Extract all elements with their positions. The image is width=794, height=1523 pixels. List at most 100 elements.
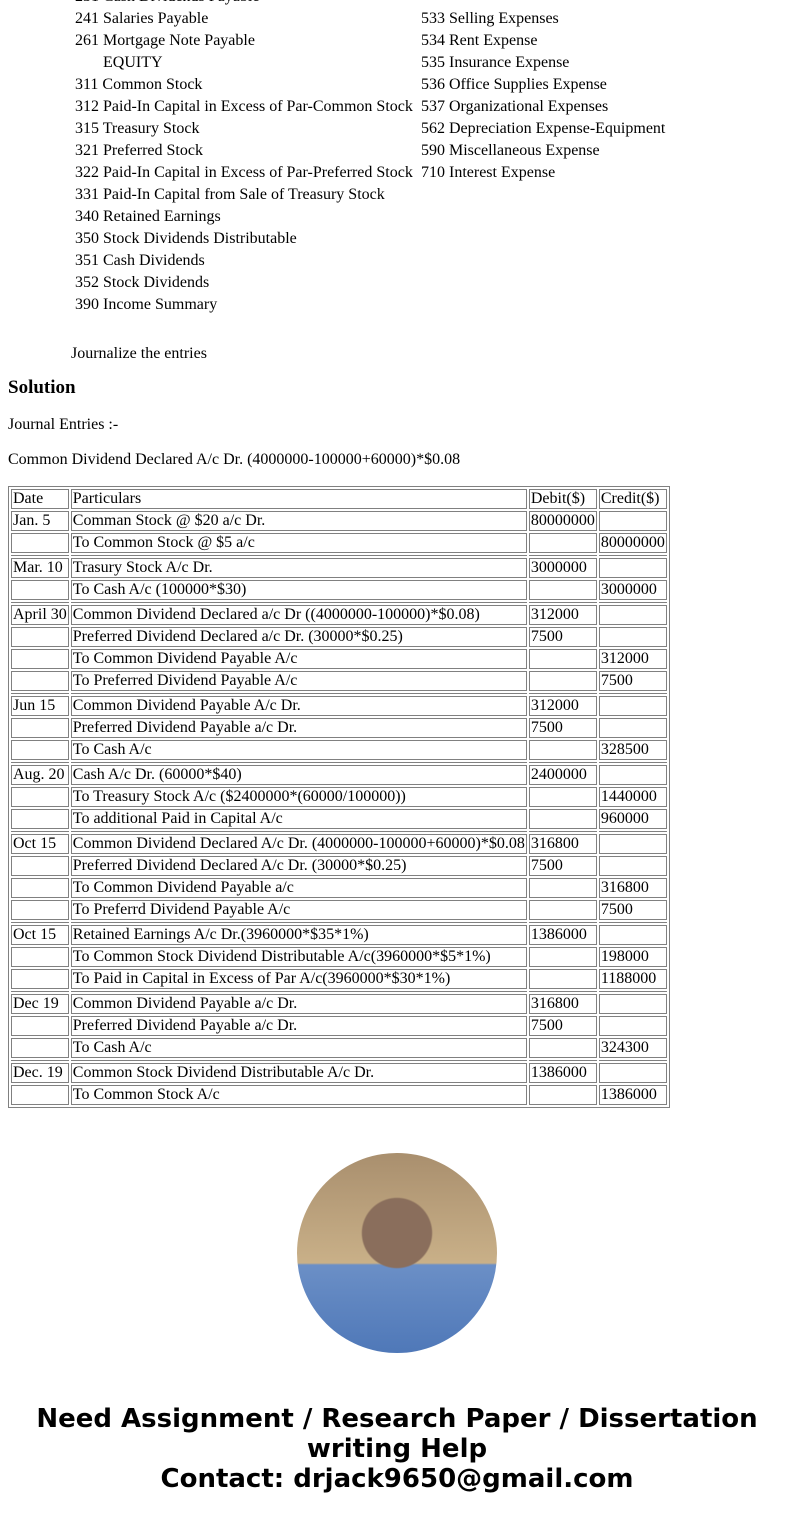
credit-cell <box>598 1016 667 1036</box>
account-item: 535 Insurance Expense <box>421 54 570 71</box>
credit-cell <box>598 718 667 738</box>
separator-cell <box>70 922 527 923</box>
group-separator <box>11 602 667 603</box>
particulars-cell: Preferred Dividend Declared a/c Dr. (300… <box>70 627 527 647</box>
separator-cell <box>598 602 667 603</box>
separator-cell <box>528 1060 597 1061</box>
credit-cell: 312000 <box>598 649 667 669</box>
account-item: 536 Office Supplies Expense <box>421 76 607 93</box>
separator-cell <box>598 693 667 694</box>
particulars-cell: Retained Earnings A/c Dr.(3960000*$35*1%… <box>70 925 527 945</box>
account-item: 350 Stock Dividends Distributable <box>75 230 297 247</box>
table-row: Oct 15 Retained Earnings A/c Dr.(3960000*… <box>11 925 667 945</box>
separator-cell <box>598 991 667 992</box>
account-item: 331 Paid-In Capital from Sale of Treasur… <box>75 186 385 203</box>
debit-cell: 2400000 <box>528 765 597 785</box>
separator-cell <box>528 693 597 694</box>
debit-cell: 316800 <box>528 994 597 1014</box>
debit-cell: 312000 <box>528 696 597 716</box>
date-cell: Dec 19 <box>11 994 69 1014</box>
debit-cell <box>528 649 597 669</box>
debit-cell <box>528 787 597 807</box>
date-cell <box>11 947 69 967</box>
particulars-cell: To Common Stock A/c <box>70 1085 527 1105</box>
separator-cell <box>598 555 667 556</box>
separator-cell <box>70 1060 527 1061</box>
table-row: To Common Stock Dividend Distributable A… <box>11 947 667 967</box>
separator-cell <box>528 831 597 832</box>
table-row: To Treasury Stock A/c ($2400000*(60000/1… <box>11 787 667 807</box>
particulars-cell: To Preferrd Dividend Payable A/c <box>70 900 527 920</box>
account-item: 537 Organizational Expenses <box>421 98 609 115</box>
date-cell: Oct 15 <box>11 834 69 854</box>
separator-cell <box>11 602 69 603</box>
separator-cell <box>528 555 597 556</box>
credit-cell: 960000 <box>598 809 667 829</box>
group-separator <box>11 693 667 694</box>
debit-cell <box>528 809 597 829</box>
date-cell <box>11 533 69 553</box>
date-cell <box>11 718 69 738</box>
table-row: To Cash A/c 324300 <box>11 1038 667 1058</box>
table-row: Oct 15 Common Dividend Declared A/c Dr. (… <box>11 834 667 854</box>
particulars-cell: To Paid in Capital in Excess of Par A/c(… <box>70 969 527 989</box>
accounts-left-column: 231 Cash Dividends Payable 241 Salaries P… <box>75 0 413 316</box>
credit-cell: 3000000 <box>598 580 667 600</box>
particulars-cell: To Common Stock @ $5 a/c <box>70 533 527 553</box>
credit-cell <box>598 696 667 716</box>
particulars-cell: Trasury Stock A/c Dr. <box>70 558 527 578</box>
table-row: To Paid in Capital in Excess of Par A/c(… <box>11 969 667 989</box>
account-item: 315 Treasury Stock <box>75 120 200 137</box>
date-cell <box>11 856 69 876</box>
separator-cell <box>528 922 597 923</box>
credit-cell: 1440000 <box>598 787 667 807</box>
particulars-cell: Preferred Dividend Declared A/c Dr. (300… <box>70 856 527 876</box>
date-cell: Oct 15 <box>11 925 69 945</box>
debit-cell: 80000000 <box>528 511 597 531</box>
calculation-line: Common Dividend Declared A/c Dr. (400000… <box>8 451 461 468</box>
date-cell <box>11 649 69 669</box>
particulars-cell: To Common Dividend Payable A/c <box>70 649 527 669</box>
separator-cell <box>70 693 527 694</box>
column-header: Debit($) <box>528 489 597 509</box>
date-cell <box>11 1016 69 1036</box>
account-item: 340 Retained Earnings <box>75 208 221 225</box>
credit-cell: 7500 <box>598 671 667 691</box>
debit-cell: 312000 <box>528 605 597 625</box>
particulars-cell: Preferred Dividend Payable a/c Dr. <box>70 718 527 738</box>
credit-cell: 7500 <box>598 900 667 920</box>
table-row: To Common Dividend Payable a/c 316800 <box>11 878 667 898</box>
particulars-cell: Common Dividend Declared a/c Dr ((400000… <box>70 605 527 625</box>
particulars-cell: To Preferred Dividend Payable A/c <box>70 671 527 691</box>
debit-cell <box>528 947 597 967</box>
credit-cell <box>598 627 667 647</box>
table-row: Preferred Dividend Payable a/c Dr. 7500 <box>11 718 667 738</box>
date-cell <box>11 809 69 829</box>
date-cell: Aug. 20 <box>11 765 69 785</box>
account-item: 533 Selling Expenses <box>421 10 559 27</box>
table-row: To Common Dividend Payable A/c 312000 <box>11 649 667 669</box>
separator-cell <box>11 693 69 694</box>
separator-cell <box>11 922 69 923</box>
account-item: 590 Miscellaneous Expense <box>421 142 600 159</box>
date-cell <box>11 1038 69 1058</box>
account-item: 231 Cash Dividends Payable <box>75 0 413 8</box>
table-row: Aug. 20 Cash A/c Dr. (60000*$40) 2400000 <box>11 765 667 785</box>
particulars-cell: To Common Stock Dividend Distributable A… <box>70 947 527 967</box>
instruction-text: Journalize the entries <box>71 345 207 362</box>
table-row: To additional Paid in Capital A/c 960000 <box>11 809 667 829</box>
account-item: 311 Common Stock <box>75 76 203 93</box>
particulars-cell: To Common Dividend Payable a/c <box>70 878 527 898</box>
account-item: 322 Paid-In Capital in Excess of Par-Pre… <box>75 164 413 181</box>
table-header-row: Date Particulars Debit($) Credit($) <box>11 489 667 509</box>
accounts-right-column: 533 Selling Expenses 534 Rent Expense 535 … <box>421 8 665 184</box>
table-row: To Cash A/c (100000*$30) 3000000 <box>11 580 667 600</box>
particulars-cell: To Cash A/c <box>70 1038 527 1058</box>
separator-cell <box>70 991 527 992</box>
date-cell <box>11 671 69 691</box>
table-row: Preferred Dividend Declared a/c Dr. (300… <box>11 627 667 647</box>
column-header: Credit($) <box>598 489 667 509</box>
date-cell <box>11 900 69 920</box>
credit-cell <box>598 765 667 785</box>
debit-cell <box>528 969 597 989</box>
